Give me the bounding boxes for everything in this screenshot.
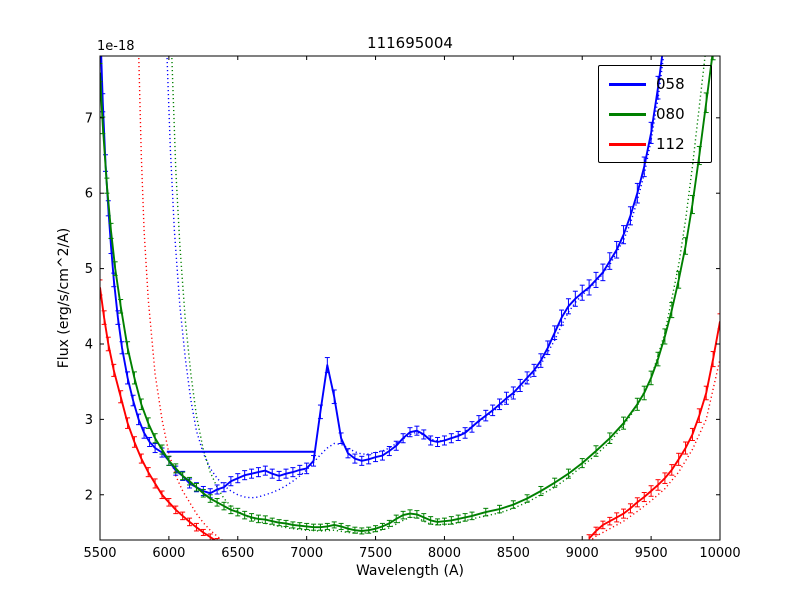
y-tick-label: 3 <box>85 413 93 428</box>
y-tick-label: 5 <box>85 262 93 277</box>
legend-entry-080: 080 <box>609 105 701 123</box>
legend-label-112: 112 <box>656 134 685 153</box>
x-tick-label: 8000 <box>428 546 461 561</box>
series-112-dotted-line <box>138 56 224 540</box>
legend-label-080: 080 <box>656 104 685 123</box>
x-tick-label: 9000 <box>566 546 599 561</box>
series-058-solid-line <box>100 56 664 499</box>
x-axis-label: Wavelength (A) <box>355 563 464 579</box>
y-tick-label: 2 <box>85 488 93 503</box>
plot-title: 111695004 <box>367 34 453 52</box>
axes-frame <box>99 55 721 541</box>
legend: 058 080 112 <box>598 65 712 163</box>
data-region <box>100 56 720 540</box>
legend-entry-058: 058 <box>609 75 701 93</box>
x-tick-label: 6000 <box>152 546 185 561</box>
x-tick-label: 5500 <box>83 546 116 561</box>
legend-line-sample-blue <box>609 82 646 86</box>
x-tick-label: 7500 <box>359 546 392 561</box>
series-080-solid-line <box>100 56 716 535</box>
legend-entry-112: 112 <box>609 135 701 153</box>
x-tick-label: 6500 <box>221 546 254 561</box>
series-112-solid-line <box>586 313 720 540</box>
y-tick-label: 4 <box>85 337 93 352</box>
series-112-dotted-line <box>589 358 720 540</box>
y-tick-label: 7 <box>85 111 93 126</box>
legend-label-058: 058 <box>656 74 685 93</box>
x-tick-label: 10000 <box>699 546 740 561</box>
x-tick-label: 9500 <box>635 546 668 561</box>
x-tick-label: 7000 <box>290 546 323 561</box>
axis-ticks: 5500 6000 6500 7000 7500 8000 8500 9000 9500 1000… <box>83 56 741 561</box>
legend-line-sample-red <box>609 142 646 146</box>
x-tick-label: 8500 <box>497 546 530 561</box>
y-tick-label: 6 <box>85 187 93 202</box>
legend-line-sample-green <box>609 112 646 116</box>
y-axis-offset-text: 1e-18 <box>97 39 135 54</box>
series-112-solid-line <box>100 279 220 540</box>
